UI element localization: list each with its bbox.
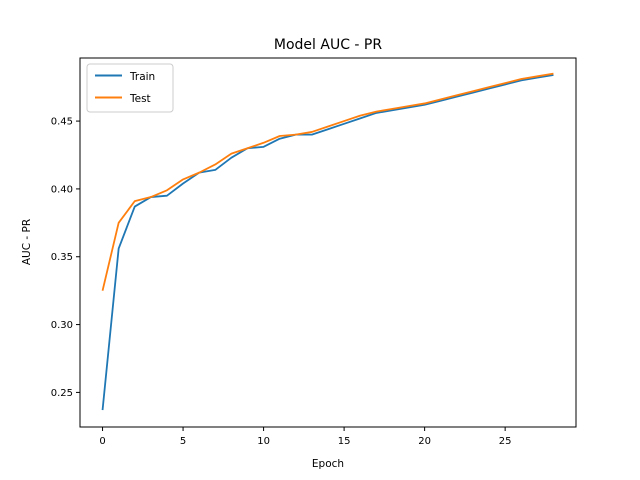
y-tick-label: 0.45: [51, 117, 73, 128]
chart-title: Model AUC - PR: [274, 37, 382, 53]
series-line-test: [101, 72, 554, 291]
x-axis-label: Epoch: [312, 458, 344, 470]
y-axis-ticks: 0.25 0.30 0.35 0.40 0.45: [51, 117, 80, 399]
axes-frame: [79, 57, 577, 428]
legend: Train Test: [86, 63, 174, 113]
y-tick-label: 0.40: [51, 184, 73, 195]
x-tick-label: 5: [180, 436, 186, 447]
series-line-train: [101, 74, 554, 411]
x-tick-label: 25: [499, 436, 512, 447]
y-tick-label: 0.30: [51, 320, 73, 331]
y-tick-label: 0.25: [51, 388, 73, 399]
y-axis-label: AUC - PR: [21, 219, 33, 265]
x-axis-ticks: 0 5 10 15 20 25: [99, 427, 512, 447]
legend-label-train: Train: [129, 71, 155, 83]
plot-area: [101, 72, 554, 411]
x-tick-label: 0: [99, 436, 105, 447]
x-tick-label: 20: [418, 436, 431, 447]
x-tick-label: 10: [257, 436, 270, 447]
x-tick-label: 15: [338, 436, 351, 447]
y-tick-label: 0.35: [51, 252, 73, 263]
legend-label-test: Test: [129, 93, 151, 105]
